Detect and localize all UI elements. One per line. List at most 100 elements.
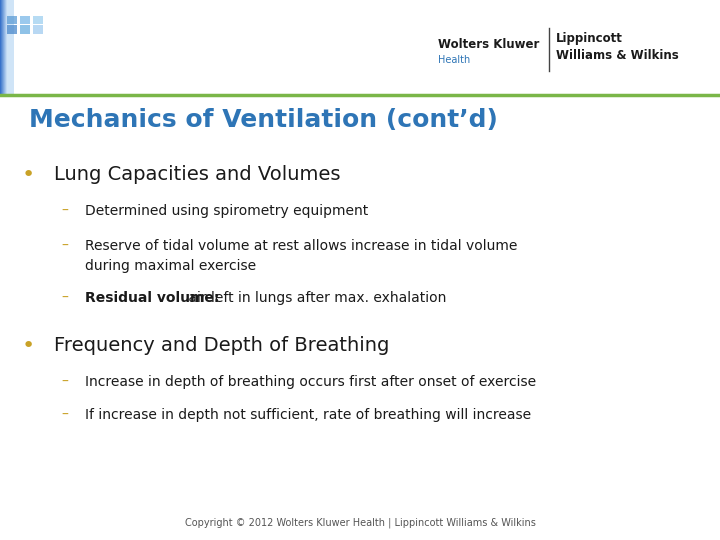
- Text: Copyright © 2012 Wolters Kluwer Health | Lippincott Williams & Wilkins: Copyright © 2012 Wolters Kluwer Health |…: [184, 518, 536, 528]
- Bar: [3, 0, 10, 94]
- Bar: [4, 0, 12, 94]
- Bar: [3, 0, 10, 94]
- Bar: [1, 0, 9, 94]
- Bar: [2, 0, 9, 94]
- Bar: [6, 0, 13, 94]
- Bar: [20, 16, 30, 24]
- Bar: [6, 0, 14, 94]
- Bar: [4, 0, 12, 94]
- Bar: [0, 0, 7, 94]
- Bar: [2, 0, 9, 94]
- Bar: [7, 16, 17, 24]
- Bar: [6, 0, 14, 94]
- Bar: [4, 0, 12, 94]
- Bar: [4, 0, 11, 94]
- Bar: [3, 0, 10, 94]
- Bar: [6, 0, 13, 94]
- Text: Williams & Wilkins: Williams & Wilkins: [556, 49, 678, 62]
- Bar: [5, 0, 12, 94]
- Bar: [3, 0, 10, 94]
- Bar: [4, 0, 11, 94]
- Text: Frequency and Depth of Breathing: Frequency and Depth of Breathing: [54, 336, 390, 355]
- Bar: [2, 0, 9, 94]
- Bar: [0, 0, 7, 94]
- Text: –: –: [61, 239, 68, 253]
- Bar: [1, 0, 9, 94]
- Text: Increase in depth of breathing occurs first after onset of exercise: Increase in depth of breathing occurs fi…: [85, 375, 536, 389]
- Bar: [1, 0, 9, 94]
- Bar: [2, 0, 9, 94]
- Bar: [5, 0, 12, 94]
- Text: If increase in depth not sufficient, rate of breathing will increase: If increase in depth not sufficient, rat…: [85, 408, 531, 422]
- Bar: [5, 0, 12, 94]
- Bar: [33, 16, 43, 24]
- Bar: [4, 0, 12, 94]
- Bar: [3, 0, 10, 94]
- Bar: [2, 0, 9, 94]
- Bar: [5, 0, 12, 94]
- Bar: [1, 0, 8, 94]
- Bar: [4, 0, 12, 94]
- Bar: [3, 0, 10, 94]
- Bar: [6, 0, 14, 94]
- Bar: [4, 0, 11, 94]
- Bar: [5, 0, 12, 94]
- Bar: [7, 0, 14, 94]
- Bar: [5, 0, 12, 94]
- Text: •: •: [22, 165, 35, 185]
- Bar: [6, 0, 13, 94]
- Bar: [5, 0, 12, 94]
- Bar: [6, 0, 13, 94]
- Bar: [4, 0, 11, 94]
- Bar: [1, 0, 8, 94]
- Bar: [6, 0, 13, 94]
- Text: –: –: [61, 408, 68, 422]
- Bar: [7, 0, 14, 94]
- Bar: [0, 0, 7, 94]
- Bar: [1, 0, 9, 94]
- Text: Reserve of tidal volume at rest allows increase in tidal volume
during maximal e: Reserve of tidal volume at rest allows i…: [85, 239, 518, 273]
- Bar: [6, 0, 13, 94]
- Bar: [2, 0, 9, 94]
- Bar: [6, 0, 14, 94]
- Bar: [1, 0, 8, 94]
- Bar: [4, 0, 12, 94]
- Bar: [3, 0, 10, 94]
- Text: Mechanics of Ventilation (cont’d): Mechanics of Ventilation (cont’d): [29, 108, 498, 132]
- Bar: [5, 0, 12, 94]
- Bar: [7, 0, 14, 94]
- Text: –: –: [61, 375, 68, 389]
- Bar: [0, 0, 7, 94]
- Bar: [6, 0, 14, 94]
- Bar: [4, 0, 11, 94]
- Bar: [1, 0, 8, 94]
- Bar: [6, 0, 14, 94]
- Text: Lippincott: Lippincott: [556, 32, 623, 45]
- Bar: [5, 0, 12, 94]
- Bar: [2, 0, 9, 94]
- Bar: [1, 0, 8, 94]
- Text: Residual volume:: Residual volume:: [85, 291, 220, 305]
- Bar: [1, 0, 9, 94]
- Bar: [1, 0, 9, 94]
- Bar: [1, 0, 9, 94]
- Text: Wolters Kluwer: Wolters Kluwer: [438, 38, 539, 51]
- Bar: [6, 0, 13, 94]
- Bar: [5, 0, 12, 94]
- Bar: [20, 25, 30, 34]
- Bar: [3, 0, 10, 94]
- Bar: [1, 0, 9, 94]
- Bar: [6, 0, 14, 94]
- Bar: [2, 0, 9, 94]
- Bar: [2, 0, 9, 94]
- Text: –: –: [61, 291, 68, 305]
- Bar: [4, 0, 11, 94]
- Bar: [1, 0, 8, 94]
- Bar: [6, 0, 14, 94]
- Bar: [2, 0, 9, 94]
- Bar: [0, 0, 7, 94]
- Bar: [4, 0, 11, 94]
- Bar: [6, 0, 13, 94]
- Bar: [4, 0, 11, 94]
- Bar: [3, 0, 10, 94]
